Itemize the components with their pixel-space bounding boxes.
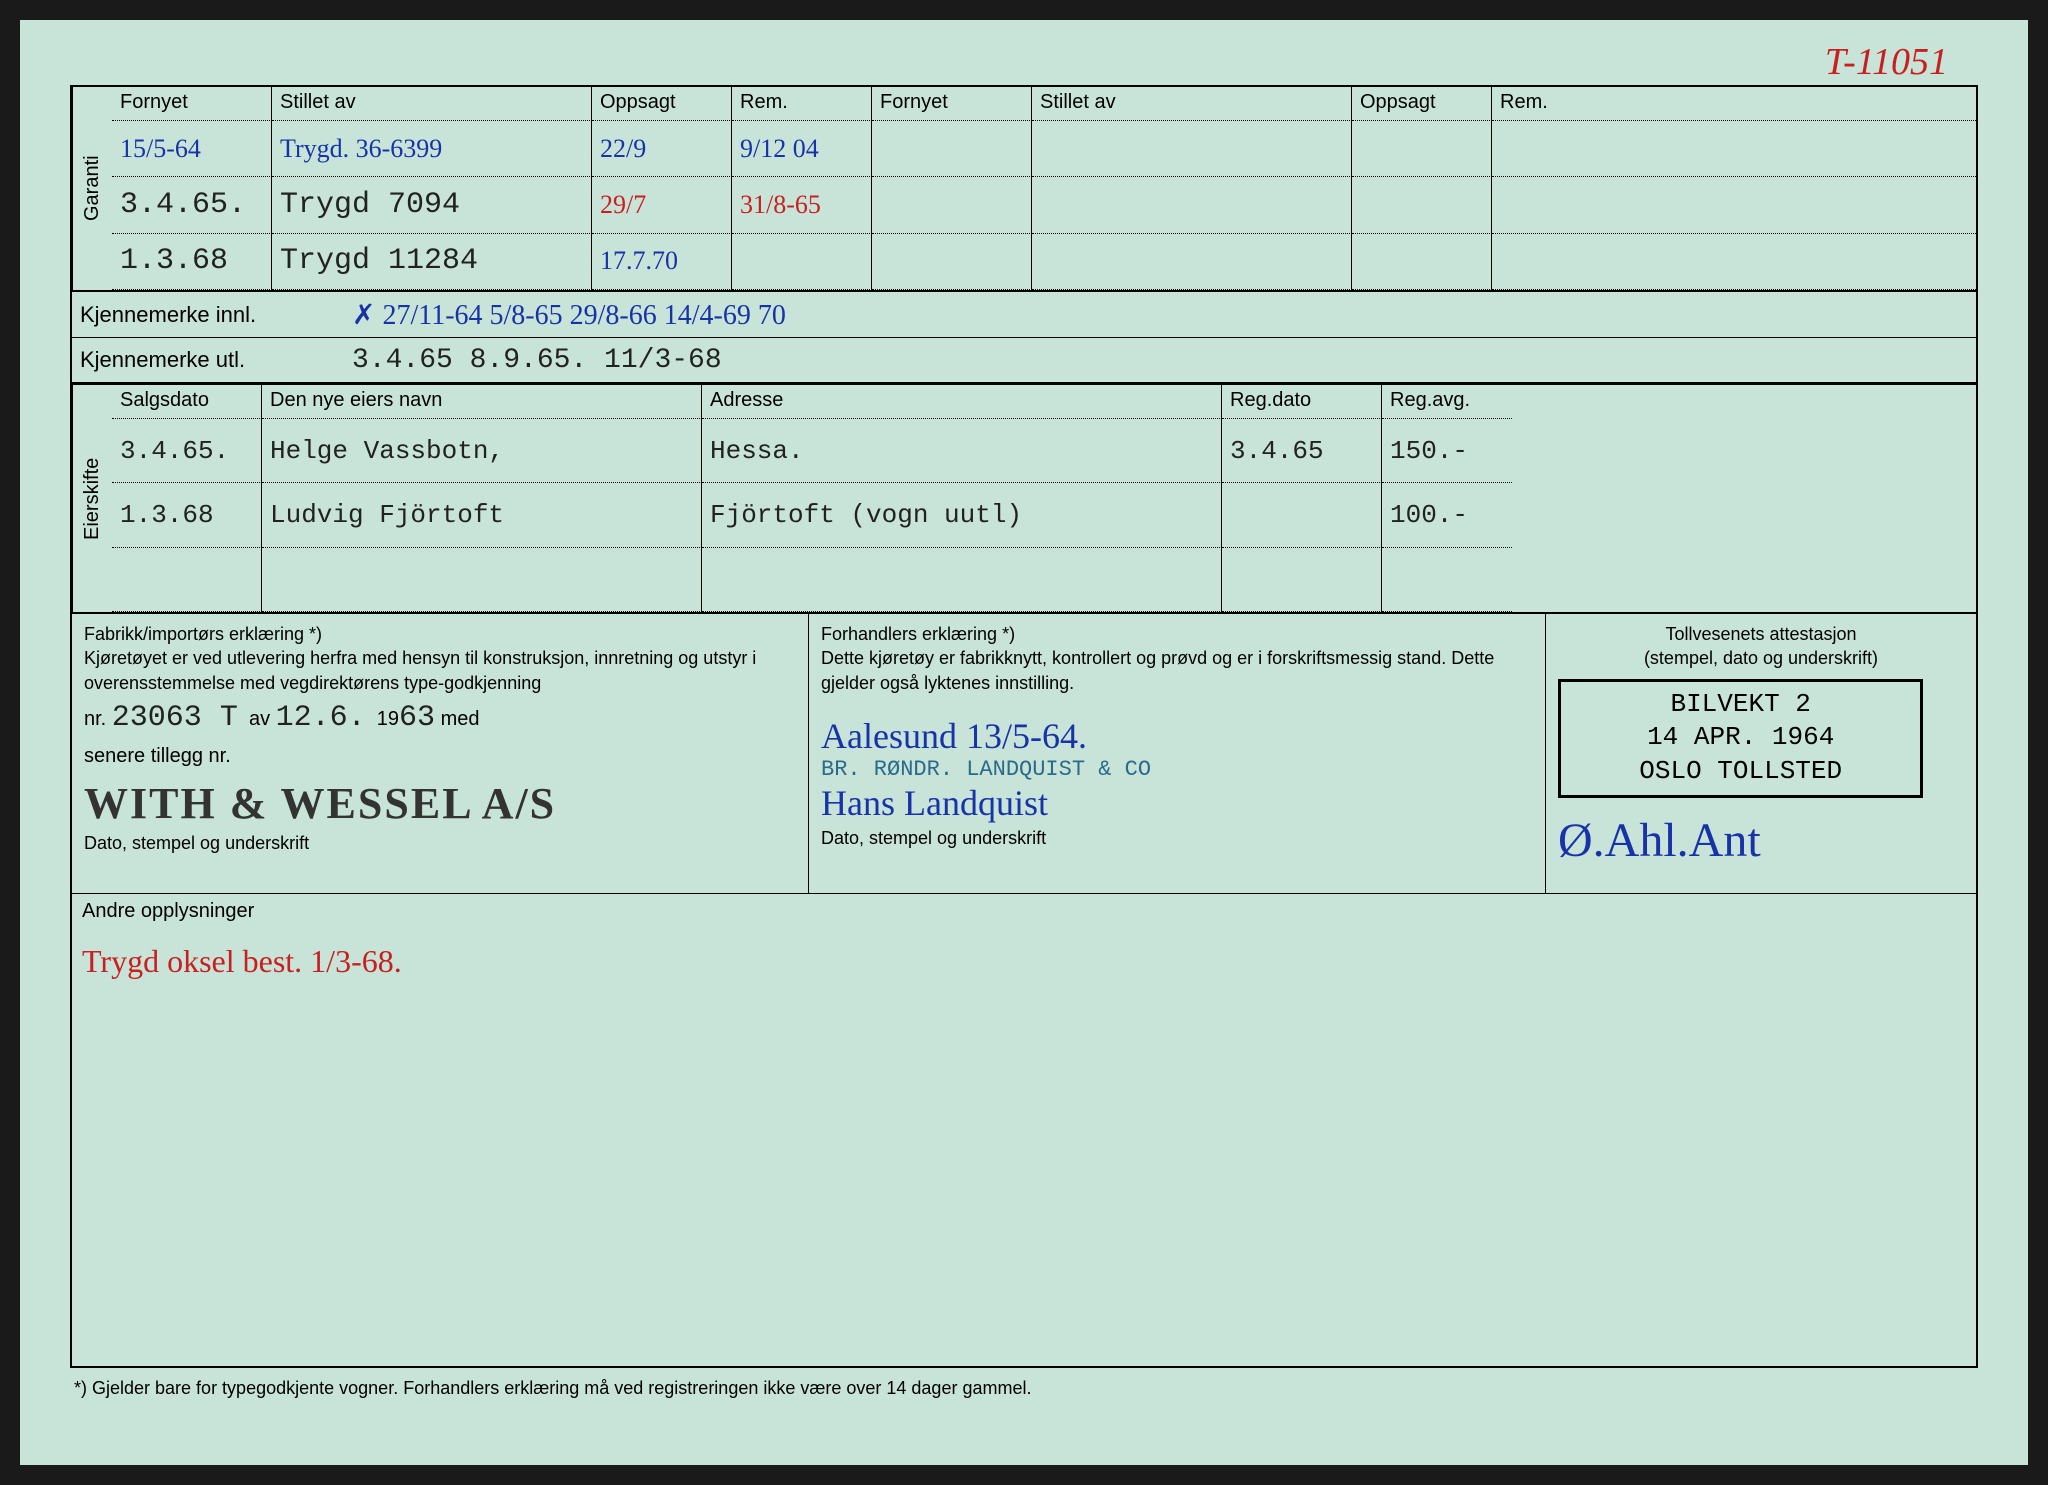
forhandler-body: Dette kjøretøy er fabrikknytt, kontrolle… [821, 646, 1533, 695]
forhandler-title: Forhandlers erklæring *) [821, 622, 1533, 646]
kj-innl-values: ✗ 27/11-64 5/8-65 29/8-66 14/4-69 70 [342, 298, 1976, 332]
eier-cell: 3.4.65 [1222, 419, 1382, 483]
garanti-grid: Fornyet Stillet av Oppsagt Rem. Fornyet … [112, 87, 1976, 290]
garanti-cell: 17.7.70 [592, 234, 732, 290]
kj-utl-values: 3.4.65 8.9.65. 11/3-68 [342, 345, 1976, 376]
garanti-cell: 1.3.68 [112, 234, 272, 290]
garanti-header: Stillet av [272, 87, 592, 121]
garanti-cell: Trygd 11284 [272, 234, 592, 290]
forhandler-foot: Dato, stempel og underskrift [821, 828, 1533, 849]
eier-cell: 150.- [1382, 419, 1512, 483]
garanti-header: Stillet av [1032, 87, 1352, 121]
toll-title: Tollvesenets attestasjon [1558, 622, 1964, 646]
eier-cell [1222, 483, 1382, 547]
garanti-stillet: Trygd 7094 [280, 188, 460, 222]
stamp-line1: BILVEKT 2 [1571, 688, 1910, 722]
toll-signature: Ø.Ahl.Ant [1558, 813, 1964, 868]
toll-attestation: Tollvesenets attestasjon (stempel, dato … [1546, 614, 1976, 893]
fabrikk-line: nr. 23063 T av 12.6. 1963 med [84, 701, 796, 735]
stamp-line3: OSLO TOLLSTED [1571, 755, 1910, 789]
fabrikk-med: med [441, 708, 480, 730]
garanti-cell [1032, 234, 1352, 290]
eier-cell: 3.4.65. [112, 419, 262, 483]
eier-cell: Helge Vassbotn, [262, 419, 702, 483]
eierskifte-label: Eierskifte [72, 385, 112, 612]
eier-cell [702, 548, 1222, 612]
andre-text: Trygd oksel best. 1/3-68. [82, 943, 1966, 980]
fabrikk-tillegg: senere tillegg nr. [84, 745, 796, 768]
garanti-header: Rem. [732, 87, 872, 121]
garanti-cell: Trygd 7094 [272, 177, 592, 233]
garanti-cell [1352, 177, 1492, 233]
forhandler-sig1: Aalesund 13/5-64. [821, 715, 1533, 757]
eier-header: Reg.dato [1222, 385, 1382, 419]
eier-cell [1222, 548, 1382, 612]
garanti-header: Oppsagt [592, 87, 732, 121]
toll-sub: (stempel, dato og underskrift) [1558, 646, 1964, 670]
eier-header: Reg.avg. [1382, 385, 1512, 419]
kj-innl-label: Kjennemerke innl. [72, 302, 342, 328]
eier-cell [112, 548, 262, 612]
eier-cell: Ludvig Fjörtoft [262, 483, 702, 547]
stamp-line2: 14 APR. 1964 [1571, 721, 1910, 755]
garanti-section: Garanti Fornyet Stillet av Oppsagt Rem. … [72, 87, 1976, 292]
fabrikk-av: 12.6. [276, 701, 366, 735]
eierskifte-grid: Salgsdato Den nye eiers navn Adresse Reg… [112, 385, 1976, 612]
eier-cell: 1.3.68 [112, 483, 262, 547]
garanti-cell [1032, 121, 1352, 177]
garanti-cell: 31/8-65 [732, 177, 872, 233]
registration-card: T-11051 Garanti Fornyet Stillet av Oppsa… [20, 20, 2028, 1465]
andre-opplysninger: Andre opplysninger Trygd oksel best. 1/3… [72, 894, 1976, 1044]
garanti-cell: 9/12 04 [732, 121, 872, 177]
garanti-cell [1352, 234, 1492, 290]
eier-cell [1382, 548, 1512, 612]
garanti-cell [1492, 177, 1976, 233]
fabrikk-nr: 23063 T [112, 701, 238, 735]
fabrikk-year: 63 [399, 701, 435, 735]
toll-stamp: BILVEKT 2 14 APR. 1964 OSLO TOLLSTED [1558, 679, 1923, 798]
garanti-cell [872, 121, 1032, 177]
garanti-cell: Trygd. 36-6399 [272, 121, 592, 177]
kj-utl-label: Kjennemerke utl. [72, 347, 342, 373]
garanti-cell [872, 177, 1032, 233]
garanti-label: Garanti [72, 87, 112, 290]
top-reference: T-11051 [1825, 40, 1948, 84]
with-wessel-logo: WITH & WESSEL A/S [84, 778, 796, 829]
eierskifte-section: Eierskifte Salgsdato Den nye eiers navn … [72, 384, 1976, 614]
garanti-cell: 3.4.65. [112, 177, 272, 233]
fabrikk-title: Fabrikk/importørs erklæring *) [84, 622, 796, 646]
garanti-header: Fornyet [112, 87, 272, 121]
garanti-cell: 15/5-64 [112, 121, 272, 177]
andre-label: Andre opplysninger [82, 900, 1966, 923]
eier-cell [262, 548, 702, 612]
eier-header: Den nye eiers navn [262, 385, 702, 419]
garanti-cell [1032, 177, 1352, 233]
eier-cell: 100.- [1382, 483, 1512, 547]
declarations-row: Fabrikk/importørs erklæring *) Kjøretøye… [72, 614, 1976, 894]
garanti-cell [1492, 234, 1976, 290]
garanti-header: Fornyet [872, 87, 1032, 121]
kjennemerke-innl-row: Kjennemerke innl. ✗ 27/11-64 5/8-65 29/8… [72, 292, 1976, 338]
garanti-cell: 22/9 [592, 121, 732, 177]
garanti-header: Oppsagt [1352, 87, 1492, 121]
forhandler-sig2: Hans Landquist [821, 782, 1533, 824]
garanti-cell [732, 234, 872, 290]
fabrikk-declaration: Fabrikk/importørs erklæring *) Kjøretøye… [72, 614, 809, 893]
fabrikk-foot: Dato, stempel og underskrift [84, 833, 796, 854]
footnote: *) Gjelder bare for typegodkjente vogner… [70, 1368, 1978, 1399]
forhandler-declaration: Forhandlers erklæring *) Dette kjøretøy … [809, 614, 1546, 893]
eier-cell: Hessa. [702, 419, 1222, 483]
fabrikk-body: Kjøretøyet er ved utlevering herfra med … [84, 646, 796, 695]
eier-cell: Fjörtoft (vogn uutl) [702, 483, 1222, 547]
form-frame: Garanti Fornyet Stillet av Oppsagt Rem. … [70, 85, 1978, 1368]
kjennemerke-utl-row: Kjennemerke utl. 3.4.65 8.9.65. 11/3-68 [72, 338, 1976, 384]
garanti-cell: 29/7 [592, 177, 732, 233]
garanti-cell [1492, 121, 1976, 177]
forhandler-stamp: BR. RØNDR. LANDQUIST & CO [821, 757, 1533, 782]
eier-header: Adresse [702, 385, 1222, 419]
garanti-cell [872, 234, 1032, 290]
garanti-cell [1352, 121, 1492, 177]
eier-header: Salgsdato [112, 385, 262, 419]
garanti-header: Rem. [1492, 87, 1976, 121]
